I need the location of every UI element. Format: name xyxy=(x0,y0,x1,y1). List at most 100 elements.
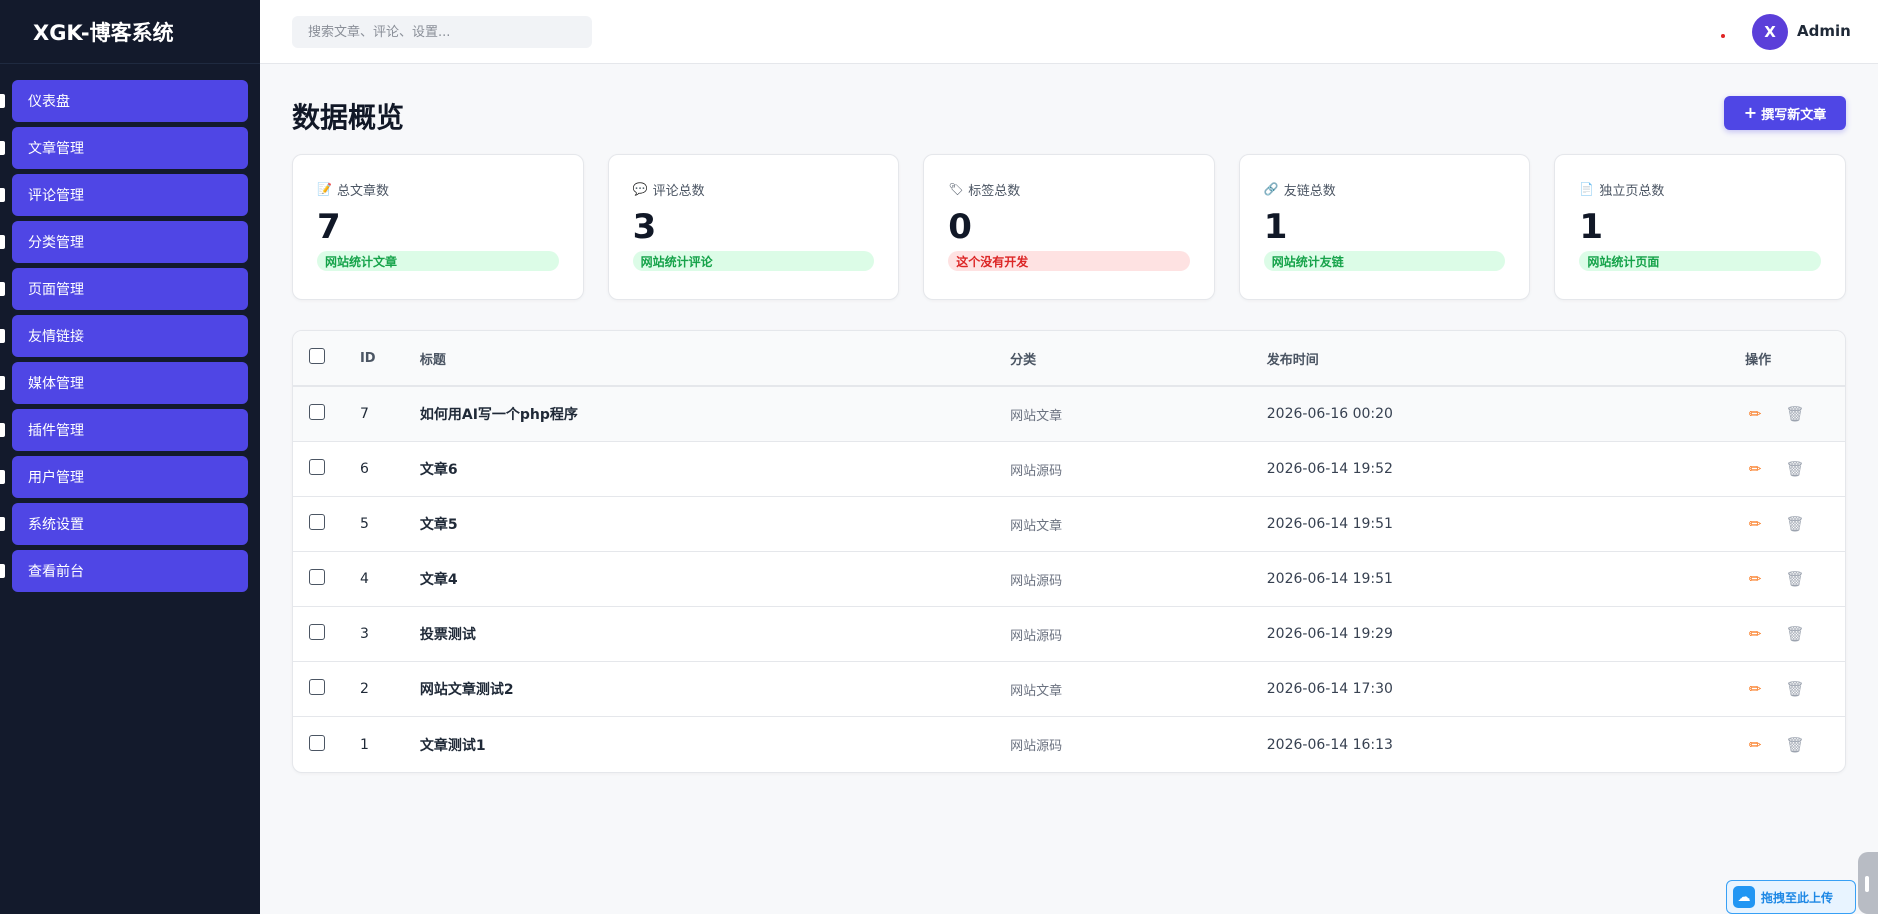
delete-icon[interactable]: 🗑 xyxy=(1785,625,1805,643)
sidebar-item-pages[interactable]: 页面管理 xyxy=(0,268,248,310)
upload-widget[interactable]: ☁ 拖拽至此上传 xyxy=(1726,880,1856,914)
row-checkbox[interactable] xyxy=(309,679,325,695)
column-header-category[interactable]: 分类 xyxy=(1010,352,1037,368)
row-checkbox[interactable] xyxy=(309,569,325,585)
new-post-label: 撰写新文章 xyxy=(1761,107,1827,123)
row-category: 网站文章 xyxy=(1010,683,1063,699)
page-icon: 📄 xyxy=(1579,182,1595,196)
sidebar-item-users[interactable]: 用户管理 xyxy=(0,456,248,498)
row-category: 网站文章 xyxy=(1010,408,1063,424)
row-checkbox[interactable] xyxy=(309,734,325,751)
column-header-title[interactable]: 标题 xyxy=(419,352,446,368)
stat-value: 0 xyxy=(948,207,972,247)
notification-dot[interactable] xyxy=(1721,34,1725,38)
sidebar: XGK-博客系统 仪表盘 文章管理 评论管理 分类管理 页面管理 友情链接 媒体… xyxy=(0,0,260,914)
sidebar-nav: 仪表盘 文章管理 评论管理 分类管理 页面管理 友情链接 媒体管理 插件管理 用… xyxy=(0,64,260,592)
stat-label: 总文章数 xyxy=(337,183,390,199)
row-date: 2026-06-14 19:29 xyxy=(1266,626,1393,642)
stat-card-links: 🔗 友链总数 1 网站统计友链 xyxy=(1238,154,1531,300)
row-title[interactable]: 如何用AI写一个php程序 xyxy=(419,407,578,423)
row-date: 2026-06-14 16:13 xyxy=(1266,736,1393,753)
edit-icon[interactable]: ✏ xyxy=(1748,735,1762,754)
search-input[interactable] xyxy=(292,16,592,48)
table-row: 4 文章4 网站源码 2026-06-14 19:51 ✏ 🗑 xyxy=(293,552,1845,607)
table-header: ID 标题 分类 发布时间 操作 xyxy=(293,331,1845,387)
row-date: 2026-06-14 19:51 xyxy=(1266,571,1393,587)
delete-icon[interactable]: 🗑 xyxy=(1785,680,1805,698)
row-title[interactable]: 文章4 xyxy=(419,572,458,588)
row-checkbox[interactable] xyxy=(309,514,325,530)
sidebar-item-plugins[interactable]: 插件管理 xyxy=(0,409,248,451)
table-row: 7 如何用AI写一个php程序 网站文章 2026-06-16 00:20 ✏ 🗑 xyxy=(293,387,1845,442)
new-post-button[interactable]: + 撰写新文章 xyxy=(1724,96,1846,130)
row-title[interactable]: 网站文章测试2 xyxy=(419,682,514,698)
edit-icon[interactable]: ✏ xyxy=(1748,405,1762,423)
delete-icon[interactable]: 🗑 xyxy=(1785,570,1805,588)
row-category: 网站源码 xyxy=(1010,463,1063,479)
row-checkbox[interactable] xyxy=(309,459,325,475)
status-badge: 网站统计评论 xyxy=(632,251,875,271)
edit-icon[interactable]: ✏ xyxy=(1748,515,1762,533)
sidebar-item-label: 友情链接 xyxy=(28,329,84,345)
sidebar-item-media[interactable]: 媒体管理 xyxy=(0,362,248,404)
sidebar-item-label: 评论管理 xyxy=(28,188,84,204)
row-title[interactable]: 文章6 xyxy=(419,462,458,478)
sidebar-item-categories[interactable]: 分类管理 xyxy=(0,221,248,263)
row-checkbox[interactable] xyxy=(309,624,325,640)
sidebar-item-settings[interactable]: 系统设置 xyxy=(0,503,248,545)
sidebar-item-links[interactable]: 友情链接 xyxy=(0,315,248,357)
row-date: 2026-06-16 00:20 xyxy=(1266,406,1393,422)
stat-card-posts: 📝 总文章数 7 网站统计文章 xyxy=(292,154,584,300)
sidebar-item-label: 分类管理 xyxy=(28,235,84,251)
username[interactable]: Admin xyxy=(1797,22,1851,40)
side-panel-handle[interactable] xyxy=(1858,852,1878,914)
delete-icon[interactable]: 🗑 xyxy=(1785,735,1805,754)
stat-cards: 📝 总文章数 7 网站统计文章 💬 评论总数 3 网站统计评论 🏷 标签总数 0 这个… xyxy=(292,154,1846,300)
edit-icon[interactable]: ✏ xyxy=(1748,680,1762,698)
row-id: 1 xyxy=(359,736,369,753)
app-title: XGK-博客系统 xyxy=(0,0,260,64)
sidebar-item-frontend[interactable]: 查看前台 xyxy=(0,550,248,592)
select-all-checkbox[interactable] xyxy=(309,348,325,364)
row-date: 2026-06-14 19:52 xyxy=(1266,461,1393,477)
edit-icon[interactable]: ✏ xyxy=(1748,625,1762,643)
sidebar-item-comments[interactable]: 评论管理 xyxy=(0,174,248,216)
stat-label: 独立页总数 xyxy=(1599,183,1665,199)
sidebar-item-label: 查看前台 xyxy=(28,564,84,580)
sidebar-item-label: 媒体管理 xyxy=(28,376,84,392)
table-row: 3 投票测试 网站源码 2026-06-14 19:29 ✏ 🗑 xyxy=(293,607,1845,662)
link-icon: 🔗 xyxy=(1263,182,1279,196)
sidebar-item-label: 用户管理 xyxy=(28,470,84,486)
sidebar-item-articles[interactable]: 文章管理 xyxy=(0,127,248,169)
delete-icon[interactable]: 🗑 xyxy=(1785,405,1805,423)
stat-value: 1 xyxy=(1579,207,1604,247)
status-badge: 网站统计友链 xyxy=(1263,251,1506,271)
edit-icon[interactable]: ✏ xyxy=(1748,460,1762,478)
row-date: 2026-06-14 17:30 xyxy=(1266,681,1393,697)
stat-value: 7 xyxy=(317,207,341,247)
table-row: 1 文章测试1 网站源码 2026-06-14 16:13 ✏ 🗑 xyxy=(293,717,1845,772)
row-checkbox[interactable] xyxy=(309,404,325,420)
sidebar-item-dashboard[interactable]: 仪表盘 xyxy=(0,80,248,122)
column-header-id[interactable]: ID xyxy=(359,350,376,366)
row-id: 5 xyxy=(359,516,369,532)
status-badge: 网站统计页面 xyxy=(1579,251,1821,271)
delete-icon[interactable]: 🗑 xyxy=(1785,460,1805,478)
delete-icon[interactable]: 🗑 xyxy=(1785,515,1805,533)
row-category: 网站源码 xyxy=(1010,628,1063,644)
row-title[interactable]: 投票测试 xyxy=(419,627,476,643)
edit-icon[interactable]: ✏ xyxy=(1748,570,1762,588)
status-badge: 这个没有开发 xyxy=(948,251,1190,271)
row-title[interactable]: 文章测试1 xyxy=(419,737,486,754)
column-header-date[interactable]: 发布时间 xyxy=(1266,352,1319,368)
edit-note-icon: 📝 xyxy=(317,182,332,196)
avatar[interactable]: X xyxy=(1752,14,1788,50)
upload-label: 拖拽至此上传 xyxy=(1761,890,1834,905)
stat-card-comments: 💬 评论总数 3 网站统计评论 xyxy=(607,154,900,300)
row-id: 7 xyxy=(359,406,369,422)
row-title[interactable]: 文章5 xyxy=(419,517,458,533)
sidebar-item-label: 插件管理 xyxy=(28,423,84,439)
status-badge: 网站统计文章 xyxy=(317,251,559,271)
row-id: 2 xyxy=(359,681,369,697)
table-row: 5 文章5 网站文章 2026-06-14 19:51 ✏ 🗑 xyxy=(293,497,1845,552)
